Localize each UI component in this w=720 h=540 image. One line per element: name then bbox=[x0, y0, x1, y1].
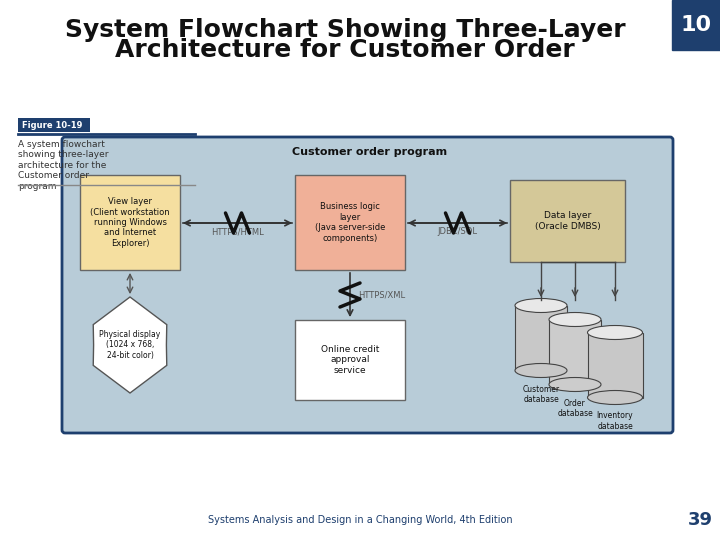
Text: System Flowchart Showing Three-Layer: System Flowchart Showing Three-Layer bbox=[65, 18, 625, 42]
Ellipse shape bbox=[515, 363, 567, 377]
Text: Figure 10-19: Figure 10-19 bbox=[22, 120, 82, 130]
Bar bbox=[295, 175, 405, 270]
Bar bbox=[515, 306, 567, 370]
Text: Architecture for Customer Order: Architecture for Customer Order bbox=[115, 38, 575, 62]
Text: View layer
(Client workstation
running Windows
and Internet
Explorer): View layer (Client workstation running W… bbox=[90, 197, 170, 248]
Ellipse shape bbox=[588, 326, 642, 340]
Ellipse shape bbox=[515, 299, 567, 313]
Text: Customer order program: Customer order program bbox=[292, 147, 448, 157]
Text: HTTPS/XML: HTTPS/XML bbox=[358, 291, 405, 300]
Text: HTTPS/HTML: HTTPS/HTML bbox=[211, 227, 264, 237]
Text: Physical display
(1024 x 768,
24-bit color): Physical display (1024 x 768, 24-bit col… bbox=[99, 330, 161, 360]
Text: 10: 10 bbox=[680, 15, 711, 35]
Text: Data layer
(Oracle DMBS): Data layer (Oracle DMBS) bbox=[535, 211, 600, 231]
Bar bbox=[588, 333, 642, 397]
Bar bbox=[549, 320, 601, 384]
Text: Business logic
layer
(Java server-side
components): Business logic layer (Java server-side c… bbox=[315, 202, 385, 242]
Ellipse shape bbox=[588, 390, 642, 404]
FancyBboxPatch shape bbox=[18, 118, 90, 132]
Bar bbox=[510, 180, 625, 262]
Text: A system flowchart
showing three-layer
architecture for the
Customer order
progr: A system flowchart showing three-layer a… bbox=[18, 140, 109, 191]
Ellipse shape bbox=[549, 377, 601, 392]
Bar bbox=[80, 175, 180, 270]
Bar bbox=[295, 320, 405, 400]
Text: Inventory
database: Inventory database bbox=[597, 411, 634, 431]
Text: Online credit
approval
service: Online credit approval service bbox=[321, 345, 379, 375]
Polygon shape bbox=[93, 297, 167, 393]
Text: Customer
database: Customer database bbox=[523, 384, 559, 404]
Ellipse shape bbox=[549, 313, 601, 327]
Bar bbox=[672, 0, 720, 50]
Text: JDBC/SQL: JDBC/SQL bbox=[438, 227, 477, 237]
Text: Order
database: Order database bbox=[557, 399, 593, 418]
FancyBboxPatch shape bbox=[62, 137, 673, 433]
Text: Systems Analysis and Design in a Changing World, 4th Edition: Systems Analysis and Design in a Changin… bbox=[207, 515, 513, 525]
Text: 39: 39 bbox=[688, 511, 713, 529]
